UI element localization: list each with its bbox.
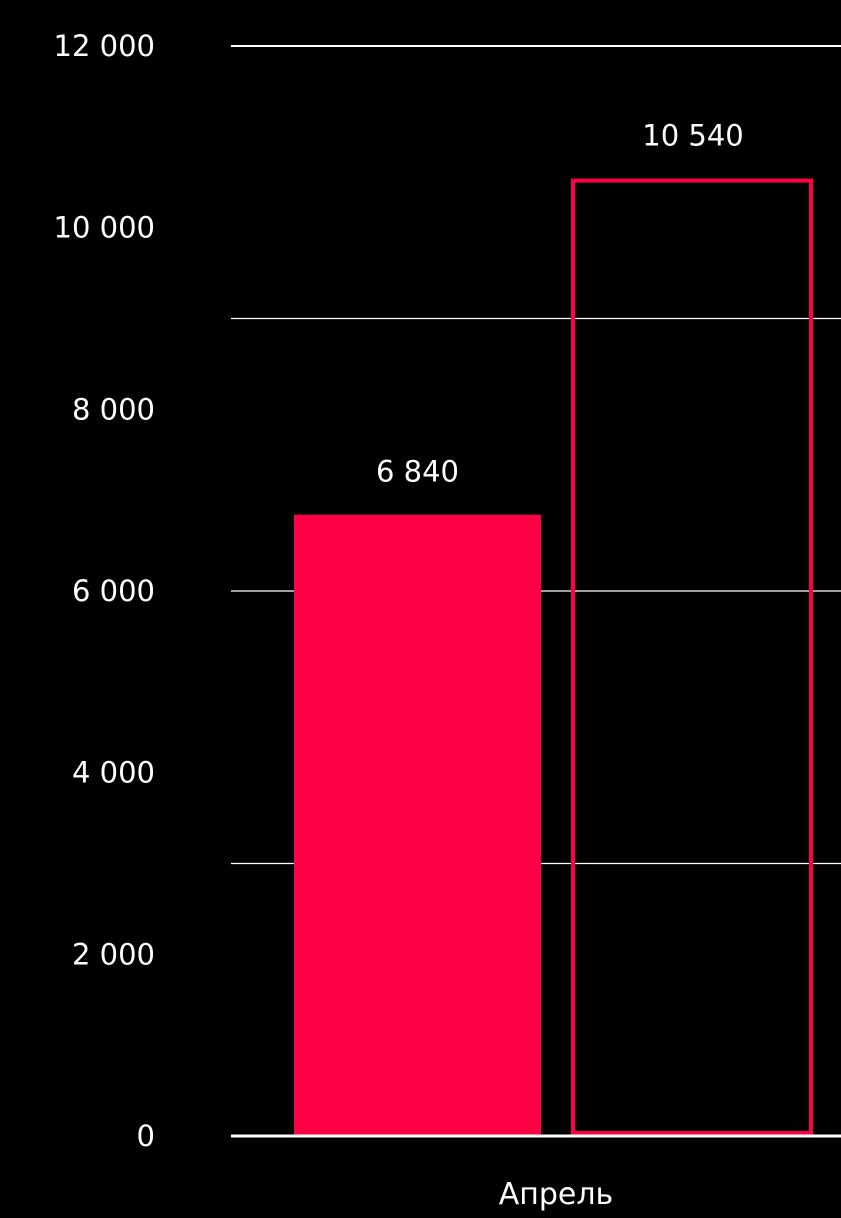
data-label: 10 540	[642, 119, 743, 153]
y-tick-label: 8 000	[72, 392, 155, 426]
y-tick-label: 0	[137, 1119, 155, 1153]
y-axis-tick-labels: 0 2 000 4 000 6 000 8 000 10 000 12 000	[54, 29, 155, 1153]
bar-outline	[571, 178, 813, 1136]
data-labels: 6 840 10 540	[376, 119, 744, 489]
x-axis-category-labels: Апрель	[499, 1177, 614, 1212]
bars	[294, 178, 813, 1136]
y-tick-label: 4 000	[72, 756, 155, 790]
x-category-label: Апрель	[499, 1177, 614, 1212]
y-tick-label: 2 000	[72, 937, 155, 971]
y-tick-label: 10 000	[54, 211, 155, 245]
data-label: 6 840	[376, 455, 459, 489]
bar-filled	[294, 514, 541, 1136]
y-tick-label: 6 000	[72, 574, 155, 608]
y-tick-label: 12 000	[54, 29, 155, 63]
